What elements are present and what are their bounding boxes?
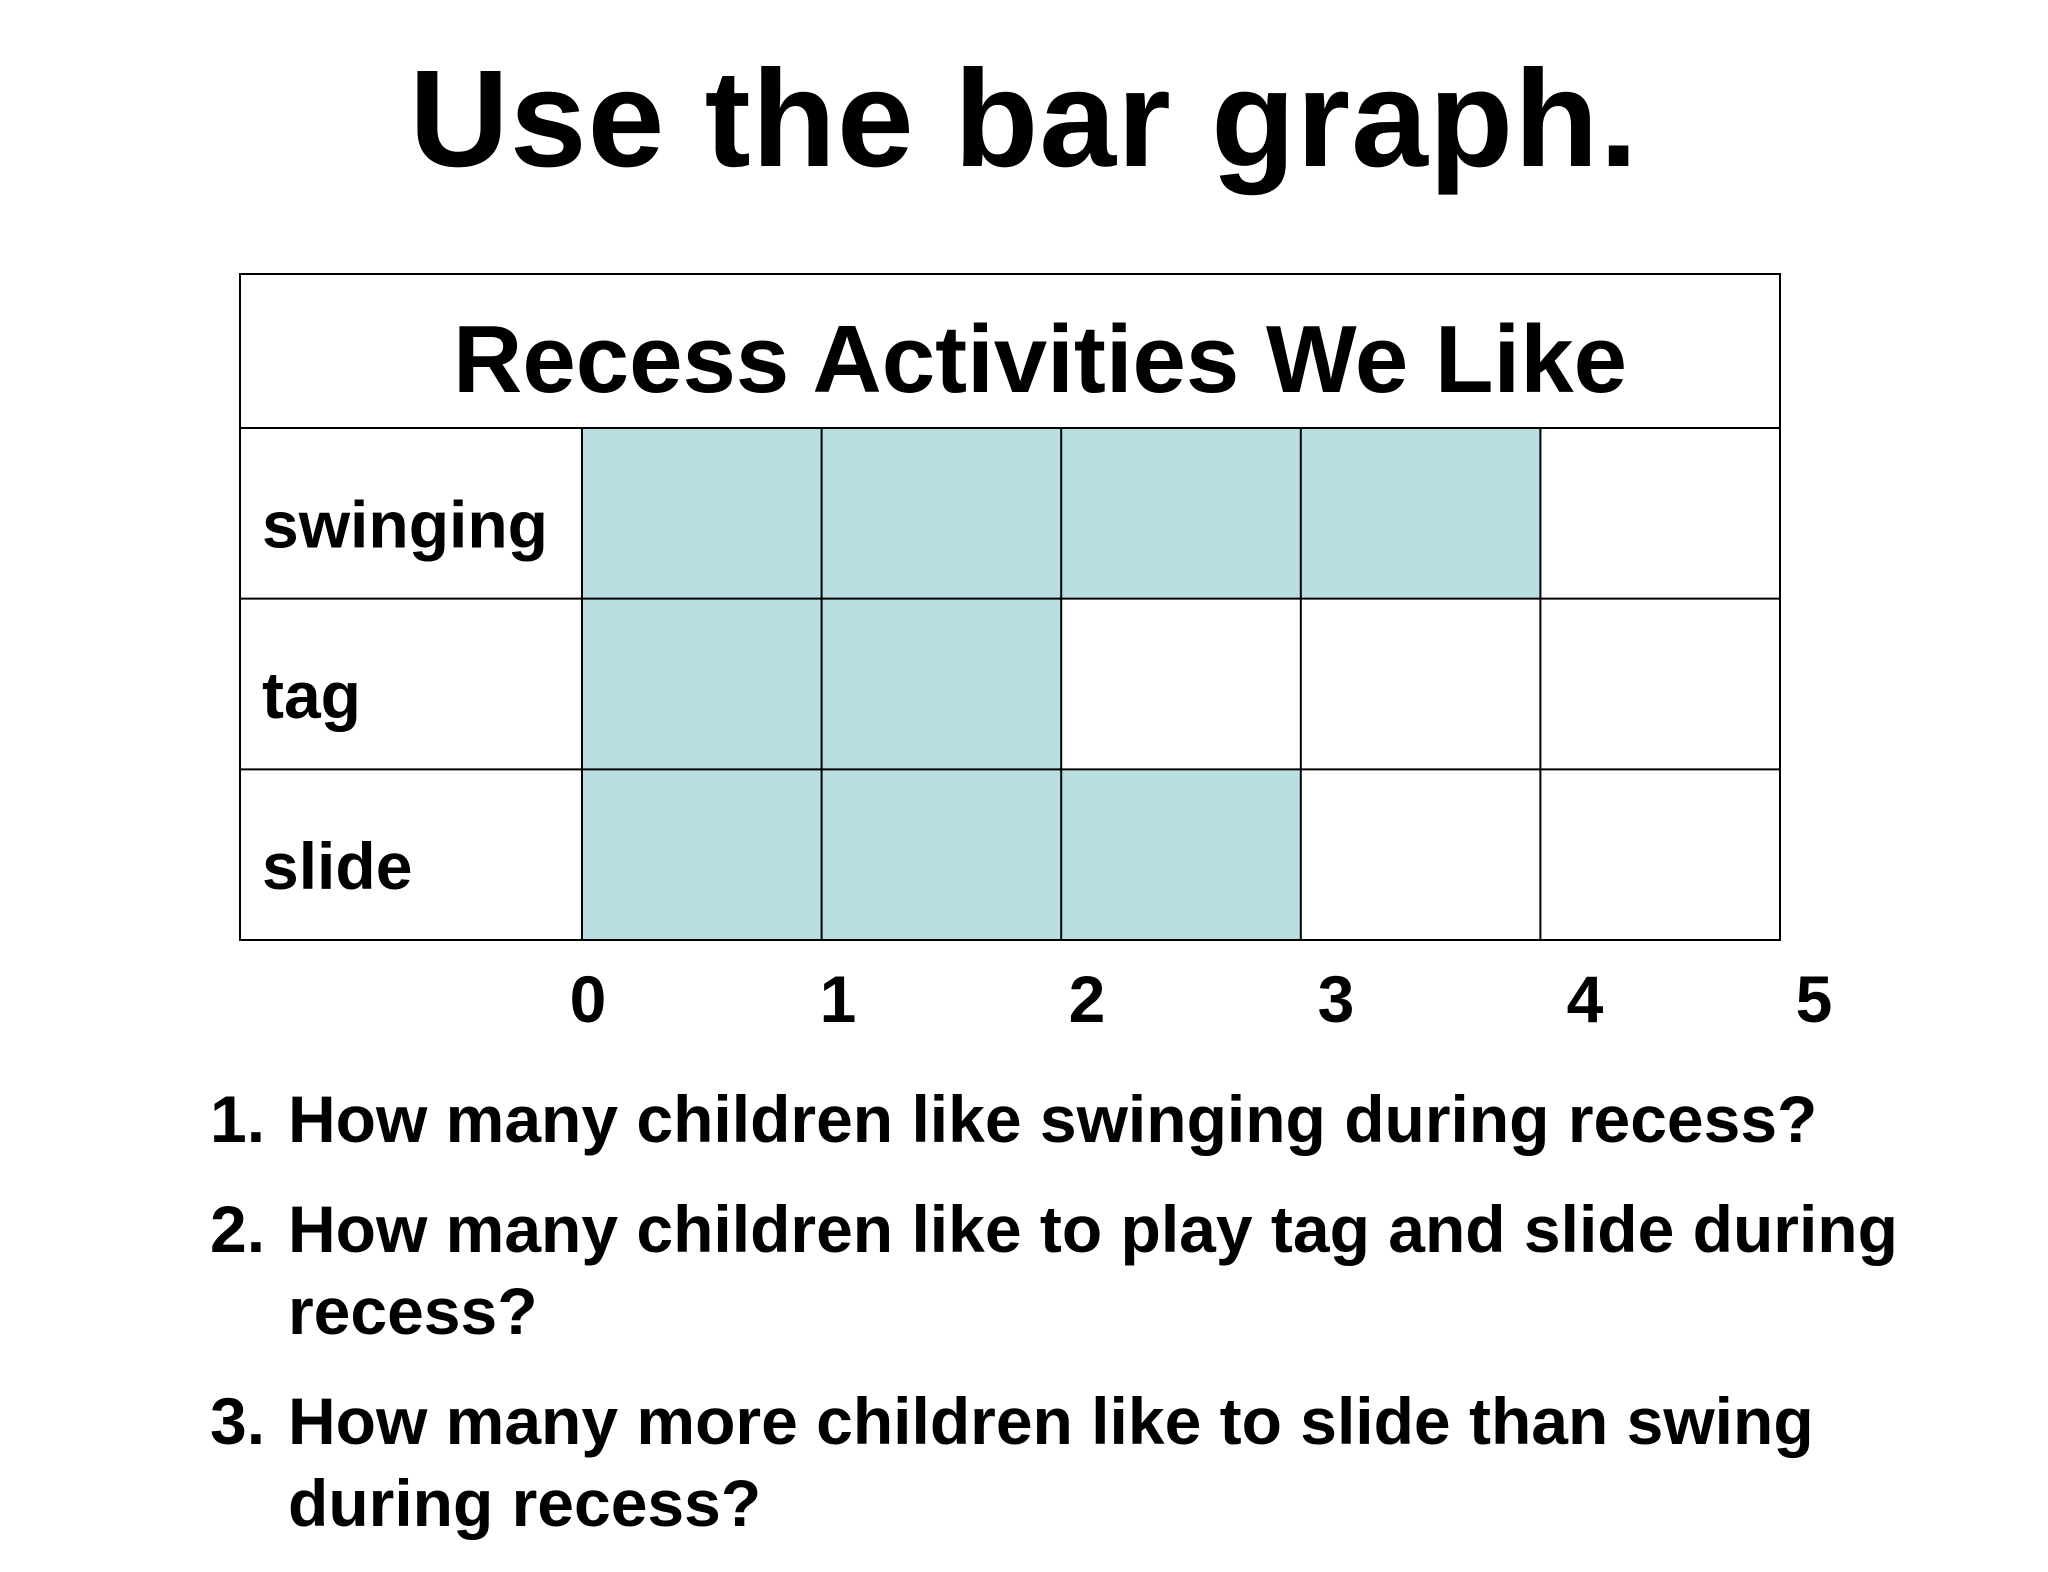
question-number: 1. bbox=[210, 1082, 266, 1156]
question-item: 3. How many more children like to slide … bbox=[210, 1380, 2010, 1544]
question-list: 1. How many children like swinging durin… bbox=[210, 1078, 2010, 1572]
x-tick-label: 1 bbox=[820, 962, 857, 1036]
x-tick-label: 4 bbox=[1567, 962, 1604, 1036]
chart-title: Recess Activities We Like bbox=[453, 306, 1627, 413]
question-text: How many children like swinging during r… bbox=[288, 1082, 1818, 1156]
question-number: 2. bbox=[210, 1192, 266, 1266]
x-tick-label: 0 bbox=[570, 962, 607, 1036]
x-tick-label: 5 bbox=[1796, 962, 1833, 1036]
question-text: How many more children like to slide tha… bbox=[288, 1384, 1814, 1540]
slide-title: Use the bar graph. bbox=[409, 42, 1639, 196]
chart-row-labels: swinging tag slide bbox=[262, 487, 548, 902]
row-label-tag: tag bbox=[262, 658, 361, 732]
row-label-slide: slide bbox=[262, 829, 412, 903]
chart-gridlines bbox=[239, 273, 1781, 941]
question-item: 2. How many children like to play tag an… bbox=[210, 1188, 2010, 1352]
x-tick-label: 2 bbox=[1069, 962, 1106, 1036]
chart-x-ticks: 0 1 2 3 4 5 bbox=[570, 962, 1833, 1036]
question-number: 3. bbox=[210, 1384, 266, 1458]
row-label-swinging: swinging bbox=[262, 487, 548, 561]
bar-slide bbox=[582, 769, 1301, 940]
chart-border bbox=[239, 273, 1781, 941]
bar-chart: Recess Activities We Like swinging tag sli… bbox=[239, 273, 1833, 1036]
question-text: How many children like to play tag and s… bbox=[288, 1192, 1898, 1348]
x-tick-label: 3 bbox=[1318, 962, 1355, 1036]
chart-grid-fills bbox=[582, 428, 1780, 940]
question-item: 1. How many children like swinging durin… bbox=[210, 1078, 2010, 1160]
